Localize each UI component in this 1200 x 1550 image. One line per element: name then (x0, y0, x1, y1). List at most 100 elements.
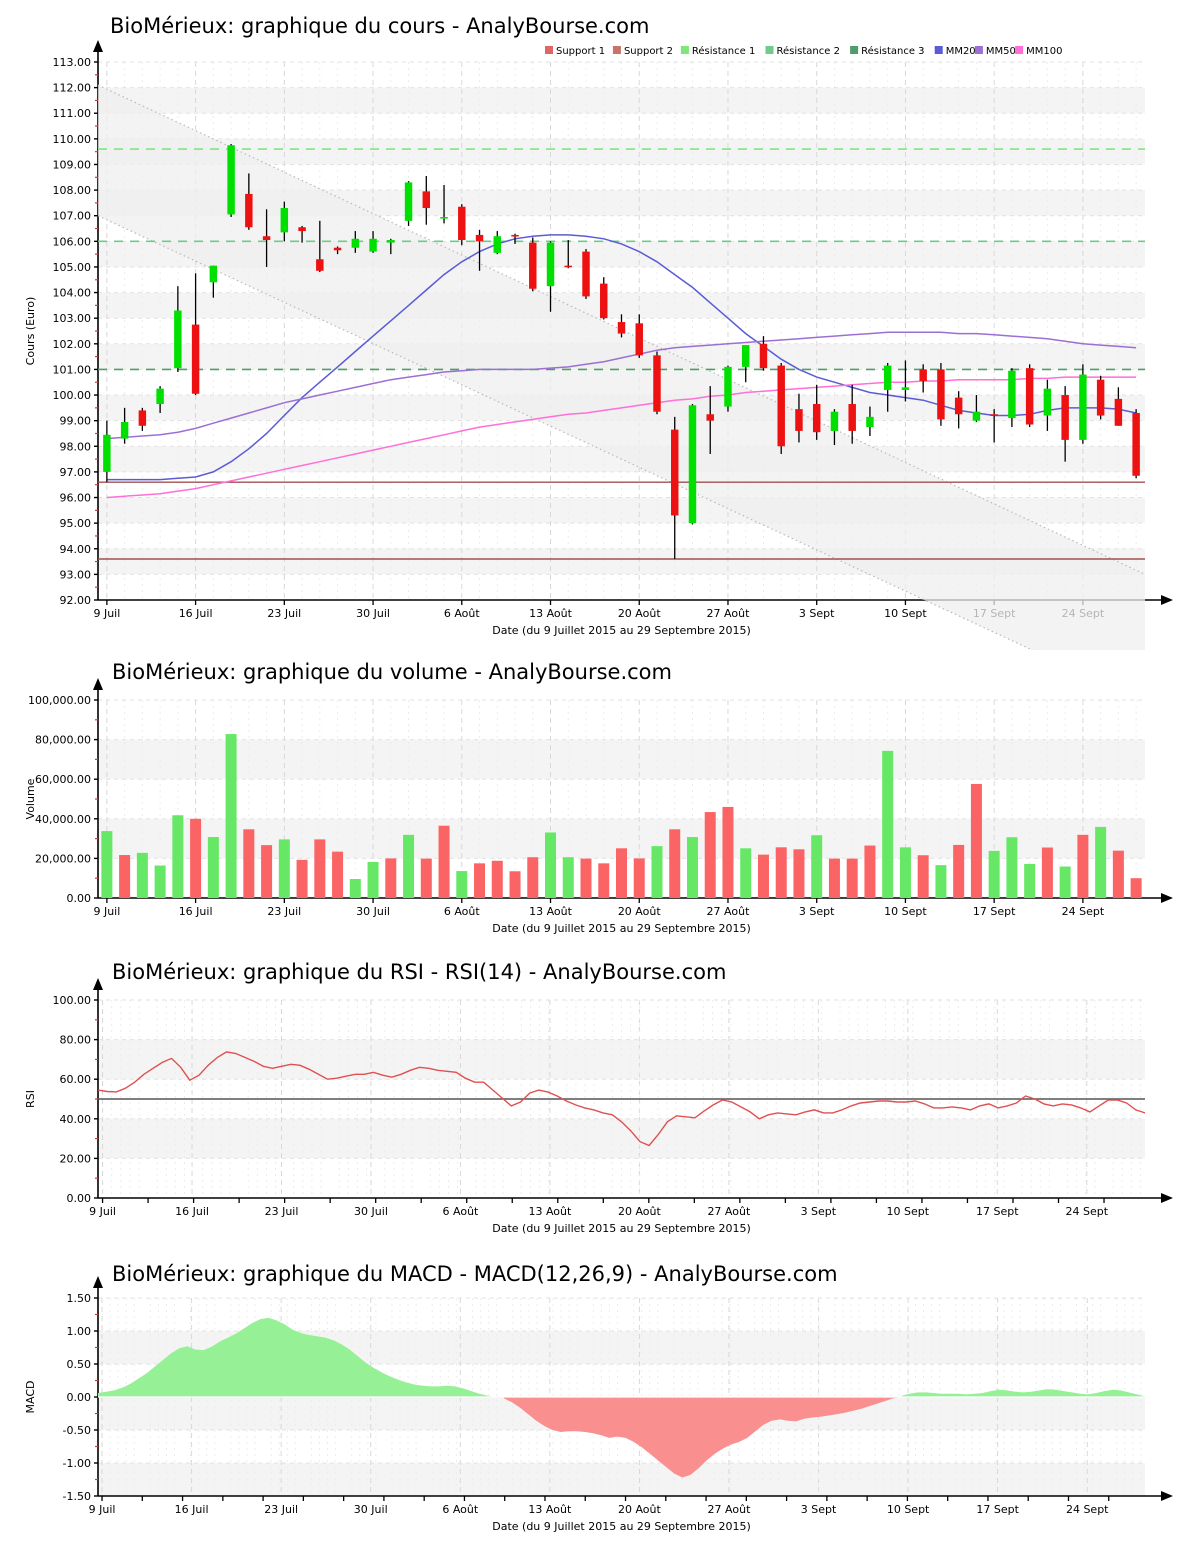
volume-bar (722, 806, 734, 898)
volume-bar (403, 834, 415, 898)
y-axis-arrow (93, 978, 103, 990)
candle-body (724, 366, 732, 407)
candle-body (937, 369, 945, 420)
volume-bar (935, 865, 947, 898)
macd-chart[interactable]: -1.50 -1.00 -0.50 0.00 0.50 1.00 1.50 9 Juil 16 … (0, 1250, 1200, 1550)
candle-body (582, 251, 590, 297)
legend-swatch (545, 46, 553, 54)
candle-body (511, 234, 519, 237)
volume-bar (917, 855, 929, 898)
candle-body (972, 411, 981, 421)
volume-bar (615, 848, 628, 898)
candle-body (1132, 412, 1140, 476)
y-tick-label: 93.00 (60, 568, 92, 581)
y-tick-label: 0.50 (67, 1358, 92, 1371)
x-tick-label: 3 Sept (799, 607, 835, 620)
legend-swatch (612, 46, 621, 54)
candle-body (458, 206, 466, 241)
volume-bar (988, 850, 1000, 898)
candle-body (848, 404, 856, 431)
plot-band (98, 1463, 1145, 1496)
volume-bar (154, 865, 166, 898)
price-panel: BioMérieux: graphique du cours - AnalyBo… (0, 0, 1200, 650)
volume-bar (491, 860, 503, 898)
legend-label: MM50 (986, 46, 1016, 57)
x-tick-label: 20 Août (618, 1503, 662, 1516)
y-tick-label: 101.00 (53, 363, 92, 376)
volume-bar (704, 812, 716, 898)
volume-bar (562, 857, 574, 898)
y-tick-label: 60.00 (60, 1073, 92, 1086)
volume-panel: BioMérieux: graphique du volume - AnalyB… (0, 650, 1200, 950)
volume-bar (278, 839, 290, 898)
y-tick-label: 20,000.00 (35, 852, 91, 865)
x-tick-label: 16 Juil (179, 905, 213, 918)
volume-series (101, 734, 1142, 898)
y-tick-label: 99.00 (60, 415, 92, 428)
volume-bar (190, 818, 202, 898)
y-tick-label: 40.00 (60, 1113, 92, 1126)
x-tick-label: 10 Sept (887, 1503, 930, 1516)
candle-body (262, 236, 271, 241)
x-axis-arrow (1161, 1491, 1173, 1501)
volume-bar (1041, 847, 1053, 898)
volume-bar (580, 858, 592, 898)
volume-chart[interactable]: 0.00 20,000.00 40,000.00 60,000.00 80,000.00… (0, 650, 1200, 950)
candle-body (475, 234, 484, 242)
volume-bar (101, 831, 113, 898)
candle-body (316, 259, 324, 271)
candle-body (830, 411, 839, 431)
volume-bar (243, 829, 255, 898)
y-tick-label: 105.00 (53, 261, 92, 274)
candle-body (1096, 379, 1105, 416)
candle-body (174, 310, 182, 369)
trend-channel (97, 84, 1146, 650)
x-tick-label: 27 Août (707, 1205, 751, 1218)
y-axis-title: Cours (Euro) (24, 297, 37, 366)
candle-body (546, 242, 555, 287)
candle-body (1008, 370, 1016, 419)
volume-bar (527, 857, 539, 898)
x-tick-label: 23 Juil (265, 1205, 299, 1218)
candle-body (706, 414, 714, 421)
x-axis-title: Date (du 9 Juillet 2015 au 29 Septembre … (492, 1520, 751, 1533)
x-tick-label: 27 Août (707, 607, 751, 620)
y-tick-label: 97.00 (60, 466, 92, 479)
y-tick-label: 104.00 (53, 287, 92, 300)
candle-body (387, 240, 395, 243)
y-tick-label: 80.00 (60, 1034, 92, 1047)
volume-bar (1006, 837, 1018, 898)
y-tick-label: 113.00 (53, 56, 92, 69)
candle-body (333, 247, 342, 251)
volume-bar (332, 851, 344, 898)
volume-bar (651, 846, 663, 898)
x-tick-label: 23 Juil (267, 607, 301, 620)
x-tick-label: 17 Sept (976, 1205, 1019, 1218)
candle-body (103, 434, 111, 472)
candle-body (440, 216, 448, 219)
macd-negative-area (503, 1397, 902, 1478)
candle-body (671, 429, 679, 516)
y-tick-label: 110.00 (53, 133, 92, 146)
volume-bar (598, 863, 610, 898)
volume-bar (207, 837, 219, 898)
price-chart[interactable]: 92.00 93.00 94.00 95.00 96.00 97.00 98.00 99.00… (0, 0, 1200, 650)
legend-swatch (850, 46, 859, 54)
volume-bar (172, 815, 184, 898)
rsi-chart[interactable]: 0.00 20.00 40.00 60.00 80.00 100.00 9 Juil 16 J… (0, 950, 1200, 1250)
volume-bar (899, 847, 911, 898)
volume-bar (882, 750, 894, 898)
x-tick-label: 13 Août (528, 1205, 572, 1218)
x-axis-arrow (1161, 1193, 1173, 1203)
y-tick-label: 100.00 (53, 994, 92, 1007)
x-tick-label: 9 Juil (89, 1503, 116, 1516)
x-tick-label: 16 Juil (175, 1205, 209, 1218)
y-tick-label: 106.00 (53, 235, 92, 248)
x-tick-label: 16 Juil (179, 607, 213, 620)
candle-body (688, 405, 697, 524)
y-axis-arrow (93, 678, 103, 690)
x-tick-label: 17 Sept (976, 1503, 1019, 1516)
y-tick-label: 0.00 (67, 1391, 92, 1404)
y-tick-label: 109.00 (53, 158, 92, 171)
volume-bar (420, 858, 432, 898)
